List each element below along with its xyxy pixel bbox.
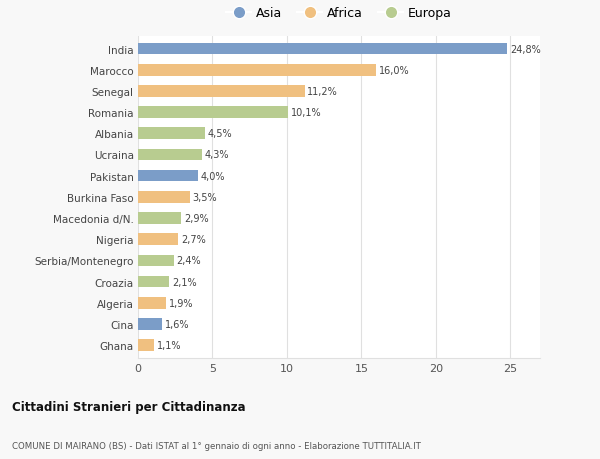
Bar: [138, 234, 178, 246]
Bar: [138, 297, 166, 309]
Text: COMUNE DI MAIRANO (BS) - Dati ISTAT al 1° gennaio di ogni anno - Elaborazione TU: COMUNE DI MAIRANO (BS) - Dati ISTAT al 1…: [12, 441, 421, 450]
Bar: [138, 191, 190, 203]
Bar: [138, 44, 507, 55]
Bar: [138, 65, 376, 76]
Bar: [138, 170, 197, 182]
Text: 10,1%: 10,1%: [291, 108, 322, 118]
Text: 1,9%: 1,9%: [169, 298, 193, 308]
Text: 4,3%: 4,3%: [205, 150, 229, 160]
Text: 3,5%: 3,5%: [193, 192, 217, 202]
Bar: [138, 319, 162, 330]
Text: 2,1%: 2,1%: [172, 277, 197, 287]
Text: 4,0%: 4,0%: [200, 171, 225, 181]
Bar: [138, 107, 289, 118]
Text: 11,2%: 11,2%: [307, 87, 338, 97]
Bar: [138, 86, 305, 97]
Bar: [138, 213, 181, 224]
Text: 16,0%: 16,0%: [379, 66, 410, 76]
Text: 4,5%: 4,5%: [208, 129, 232, 139]
Text: Cittadini Stranieri per Cittadinanza: Cittadini Stranieri per Cittadinanza: [12, 400, 245, 413]
Legend: Asia, Africa, Europa: Asia, Africa, Europa: [222, 4, 456, 24]
Text: 1,6%: 1,6%: [164, 319, 189, 329]
Bar: [138, 340, 154, 351]
Text: 2,4%: 2,4%: [176, 256, 201, 266]
Bar: [138, 255, 174, 267]
Bar: [138, 128, 205, 140]
Text: 2,9%: 2,9%: [184, 213, 208, 224]
Text: 2,7%: 2,7%: [181, 235, 206, 245]
Text: 1,1%: 1,1%: [157, 340, 182, 350]
Text: 24,8%: 24,8%: [510, 45, 541, 55]
Bar: [138, 276, 169, 288]
Bar: [138, 149, 202, 161]
